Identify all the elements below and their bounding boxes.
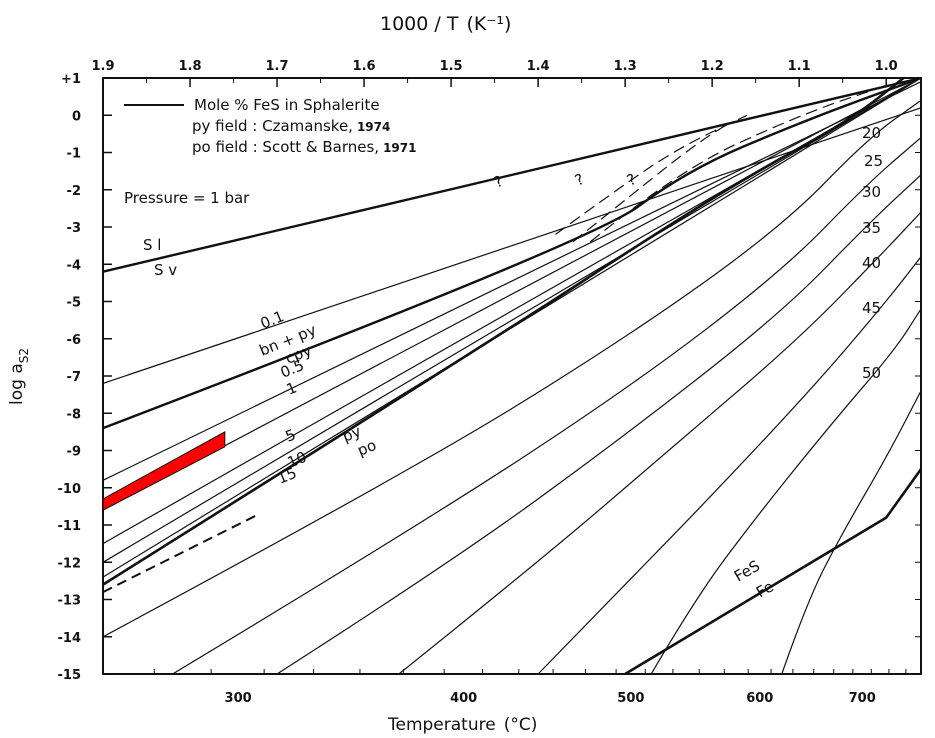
iso-label-15: 15 bbox=[275, 464, 299, 488]
label-sv: S v bbox=[154, 261, 177, 279]
top-tick-label: 1.6 bbox=[353, 59, 376, 74]
y-tick-label: -1 bbox=[67, 147, 81, 162]
dashed-curve-1 bbox=[589, 84, 887, 243]
iso-label-20: 20 bbox=[862, 124, 881, 142]
label-fes: FeS bbox=[731, 557, 763, 586]
bottom-tick-label: 400 bbox=[450, 691, 477, 706]
boundary-sl-sv bbox=[102, 76, 922, 273]
legend: Mole % FeS in Sphalerite py field : Czam… bbox=[124, 96, 416, 207]
iso-label-25: 25 bbox=[864, 152, 883, 170]
y-axis-title: log aS2 bbox=[7, 348, 31, 405]
question-mark-1: ? bbox=[491, 172, 506, 192]
isopleth-30 bbox=[276, 174, 922, 675]
y-tick-label: -14 bbox=[58, 631, 82, 646]
y-axis: +1 0 -1 -2 -3 -4 -5 -6 -7 -8 -9 -10 -11 -12 -13 -14 -15 bbox=[58, 72, 921, 683]
legend-po: po field : Scott & Barnes, 1971 bbox=[192, 138, 416, 156]
boundary-fes-fe bbox=[624, 468, 923, 676]
top-tick-label: 1.8 bbox=[179, 59, 202, 74]
y-tick-label: -8 bbox=[67, 407, 81, 422]
top-axis-title: 1000 / T (K⁻¹) bbox=[380, 13, 511, 35]
top-tick-label: 1.3 bbox=[614, 59, 637, 74]
y-tick-label: 0 bbox=[72, 109, 81, 124]
y-tick-label: +1 bbox=[61, 72, 81, 87]
y-tick-label: -2 bbox=[67, 184, 81, 199]
plot-frame bbox=[102, 77, 922, 675]
bottom-tick-label: 300 bbox=[225, 691, 252, 706]
iso-label-0.1: 0.1 bbox=[258, 307, 287, 333]
isopleth-40 bbox=[537, 256, 922, 675]
isopleth-50 bbox=[781, 390, 922, 675]
iso-label-1: 1 bbox=[284, 378, 300, 398]
iso-label-40: 40 bbox=[862, 254, 881, 272]
top-tick-label: 1.5 bbox=[440, 59, 463, 74]
top-tick-label: 1.0 bbox=[875, 59, 898, 74]
y-tick-label: -9 bbox=[67, 445, 81, 460]
bottom-tick-label: 700 bbox=[849, 691, 876, 706]
bottom-tick-label: 600 bbox=[746, 691, 773, 706]
pressure-note: Pressure = 1 bar bbox=[124, 189, 250, 207]
top-tick-label: 1.1 bbox=[788, 59, 811, 74]
y-tick-label: -3 bbox=[67, 221, 81, 236]
top-axis: 1.9 1.8 1.7 1.6 1.5 1.4 1.3 1.2 1.1 1.0 bbox=[91, 59, 898, 87]
iso-label-45: 45 bbox=[862, 299, 881, 317]
label-py: py bbox=[340, 422, 364, 446]
isopleth-10 bbox=[102, 77, 922, 563]
y-tick-label: -15 bbox=[58, 668, 82, 683]
boundary-bn-py-cpy bbox=[102, 76, 922, 430]
isopleth-1 bbox=[102, 77, 922, 511]
isopleth-45 bbox=[650, 308, 922, 675]
boundary-py-po bbox=[102, 76, 905, 586]
top-tick-label: 1.9 bbox=[91, 59, 114, 74]
top-tick-label: 1.4 bbox=[527, 59, 550, 74]
iso-label-35: 35 bbox=[862, 219, 881, 237]
y-tick-label: -4 bbox=[67, 258, 81, 273]
iso-label-30: 30 bbox=[862, 183, 881, 201]
bottom-axis-title: Temperature (°C) bbox=[387, 715, 537, 735]
legend-line-label: Mole % FeS in Sphalerite bbox=[194, 96, 380, 114]
isopleth-20 bbox=[102, 99, 922, 638]
isopleth-0.1 bbox=[102, 107, 922, 384]
dashed-curve-3 bbox=[572, 122, 730, 243]
dashed-py-po-extension bbox=[102, 512, 261, 593]
y-tick-label: -6 bbox=[67, 333, 81, 348]
label-fe: Fe bbox=[753, 577, 777, 601]
bottom-tick-label: 500 bbox=[617, 691, 644, 706]
dashed-curve-2 bbox=[555, 114, 748, 235]
top-tick-label: 1.2 bbox=[701, 59, 724, 74]
y-tick-label: -7 bbox=[67, 370, 81, 385]
curves bbox=[102, 76, 923, 676]
label-po: po bbox=[355, 436, 379, 460]
question-mark-3: ? bbox=[624, 170, 639, 190]
highlight-region bbox=[102, 431, 226, 511]
iso-label-5: 5 bbox=[283, 425, 299, 445]
y-tick-label: -13 bbox=[58, 594, 82, 609]
bottom-axis: 300 400 500 600 700 bbox=[153, 669, 907, 706]
iso-label-10: 10 bbox=[285, 448, 309, 472]
y-tick-label: -10 bbox=[58, 482, 82, 497]
y-tick-label: -11 bbox=[58, 519, 82, 534]
isopleth-0.5 bbox=[102, 81, 922, 481]
svg-text:log aS2: log aS2 bbox=[7, 348, 31, 405]
legend-py: py field : Czamanske, 1974 bbox=[192, 117, 390, 135]
question-mark-2: ? bbox=[572, 170, 587, 190]
iso-label-50: 50 bbox=[862, 364, 881, 382]
y-tick-label: -12 bbox=[58, 556, 82, 571]
top-tick-label: 1.7 bbox=[266, 59, 289, 74]
label-sl: S l bbox=[143, 236, 161, 254]
isopleth-35 bbox=[398, 211, 922, 675]
y-tick-label: -5 bbox=[67, 296, 81, 311]
isopleth-25 bbox=[172, 137, 922, 675]
